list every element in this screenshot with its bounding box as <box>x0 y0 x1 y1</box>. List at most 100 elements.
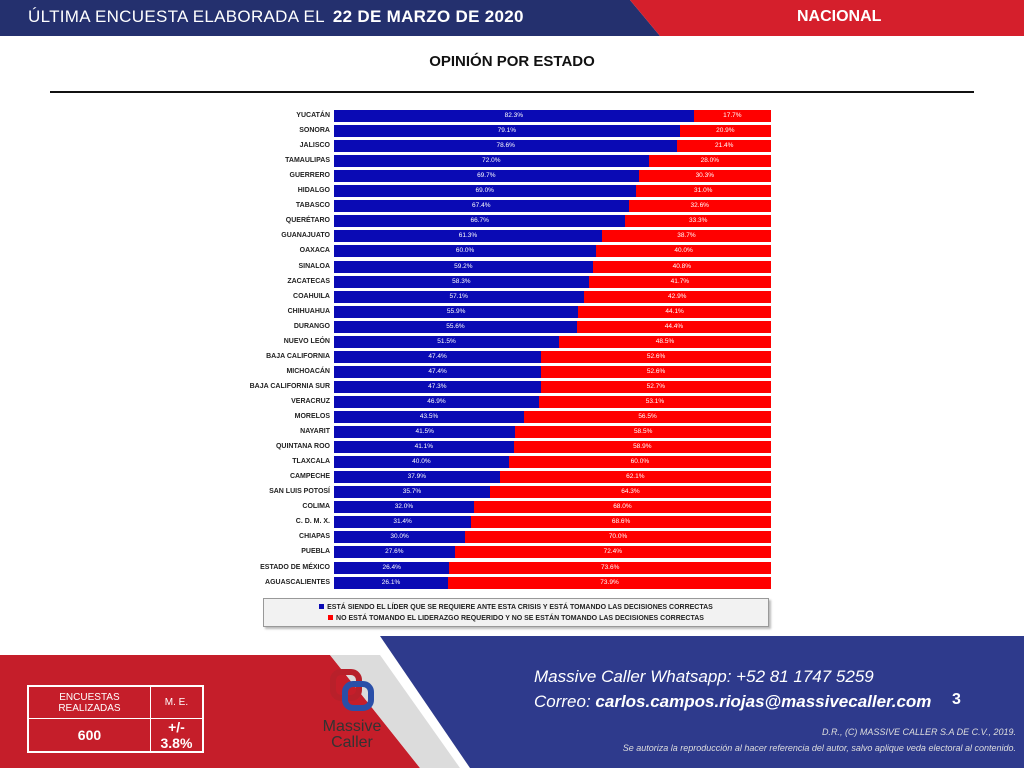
data-label: 52.6% <box>646 352 666 360</box>
surveys-value: 600 <box>28 718 151 752</box>
bar-disapprove <box>524 411 771 423</box>
bar-disapprove <box>638 170 771 183</box>
footer-blue-band <box>380 636 1024 768</box>
category-label: COLIMA <box>302 503 330 511</box>
data-label: 64.3% <box>621 488 640 496</box>
bar-approve <box>334 320 577 333</box>
header-band <box>0 0 660 36</box>
data-label: 40.0% <box>412 458 431 466</box>
data-label: 53.1% <box>645 397 665 405</box>
data-label: 26.4% <box>382 563 401 571</box>
bar-approve <box>334 215 626 228</box>
data-label: 82.3% <box>504 112 524 119</box>
category-label: HIDALGO <box>297 187 330 195</box>
bar-disapprove <box>625 215 771 228</box>
bar-approve <box>334 245 597 258</box>
data-label: 40.0% <box>674 247 693 255</box>
bar-disapprove <box>628 200 771 213</box>
category-label: QUERÉTARO <box>285 217 330 225</box>
data-label: 35.7% <box>402 488 422 496</box>
bar-approve <box>334 110 694 122</box>
bar-approve <box>334 395 539 408</box>
category-label: BAJA CALIFORNIA SUR <box>249 382 330 390</box>
data-label: 66.7% <box>470 217 489 225</box>
bar-approve <box>334 501 474 514</box>
data-label: 78.6% <box>496 142 515 150</box>
bar-disapprove <box>583 290 771 303</box>
data-label: 30.0% <box>390 533 409 541</box>
data-label: 58.9% <box>633 443 652 451</box>
data-label: 31.0% <box>694 187 713 195</box>
bar-approve <box>334 380 541 393</box>
region-label: NACIONAL <box>797 8 882 25</box>
bar-approve <box>334 140 678 153</box>
survey-date-prefix: ÚLTIMA ENCUESTA ELABORADA EL <box>28 7 325 26</box>
data-label: 47.4% <box>428 367 447 375</box>
email-contact: Correo: carlos.campos.riojas@massivecall… <box>534 692 931 712</box>
data-label: 51.5% <box>437 337 456 345</box>
data-label: 67.4% <box>472 202 491 210</box>
margin-error-label: M. E. <box>149 686 204 719</box>
data-label: 58.5% <box>633 428 653 436</box>
bar-approve <box>334 125 680 138</box>
data-label: 56.5% <box>638 413 657 420</box>
bar-approve <box>334 185 636 198</box>
category-label: GUERRERO <box>289 172 330 180</box>
survey-stats-table: ENCUESTAS REALIZADAS M. E. 600 +/- 3.8% <box>27 685 204 753</box>
bar-disapprove <box>596 245 771 258</box>
data-label: 38.7% <box>677 232 696 240</box>
data-label: 43.5% <box>419 413 439 420</box>
data-label: 48.5% <box>655 337 675 345</box>
email-label: Correo: <box>534 692 596 711</box>
logo-text: Massive Caller <box>322 718 382 751</box>
bar-approve <box>334 441 514 454</box>
category-label: NUEVO LEÓN <box>283 337 330 345</box>
legend-label: ESTÁ SIENDO EL LÍDER QUE SE REQUIERE ANT… <box>327 604 713 611</box>
bar-approve <box>334 426 516 439</box>
data-label: 37.9% <box>407 473 427 481</box>
survey-date-heading: ÚLTIMA ENCUESTA ELABORADA EL 22 DE MARZO … <box>28 7 524 27</box>
bar-disapprove <box>508 456 771 469</box>
bar-approve <box>334 561 450 574</box>
data-label: 79.1% <box>497 127 517 135</box>
bar-disapprove <box>499 471 771 484</box>
data-label: 40.8% <box>672 262 692 270</box>
data-label: 70.0% <box>608 533 628 541</box>
bar-disapprove <box>538 395 771 408</box>
data-label: 32.0% <box>394 503 414 511</box>
category-label: DURANGO <box>293 322 330 330</box>
data-label: 57.1% <box>449 292 468 300</box>
page-number: 3 <box>952 691 961 708</box>
bar-approve <box>334 305 579 318</box>
data-label: 60.0% <box>630 458 650 466</box>
bar-disapprove <box>648 155 771 168</box>
bar-disapprove <box>541 350 771 363</box>
bar-approve <box>334 155 649 168</box>
margin-error-value: +/- 3.8% <box>149 718 204 752</box>
bar-approve <box>334 290 584 303</box>
data-label: 44.1% <box>665 307 684 315</box>
email-link[interactable]: carlos.campos.riojas@massivecaller.com <box>595 692 932 711</box>
legend-swatch-blue <box>319 604 325 609</box>
bar-disapprove <box>588 275 771 288</box>
chart-legend: ESTÁ SIENDO EL LÍDER QUE SE REQUIERE ANT… <box>263 598 769 627</box>
title-divider <box>50 91 974 93</box>
bar-disapprove <box>541 365 771 378</box>
bar-disapprove <box>559 335 771 348</box>
data-label: 72.0% <box>482 157 501 165</box>
category-label: TABASCO <box>295 202 330 210</box>
surveys-label: ENCUESTAS REALIZADAS <box>28 686 151 719</box>
bar-disapprove <box>679 125 771 138</box>
category-label: OAXACA <box>299 247 330 255</box>
data-label: 41.1% <box>414 443 434 451</box>
reproduction-notice: Se autoriza la reproducción al hacer ref… <box>622 743 1016 753</box>
bar-disapprove <box>578 305 771 318</box>
data-label: 44.4% <box>664 322 684 330</box>
legend-item-disapprove: NO ESTÁ TOMANDO EL LIDERAZGO REQUERIDO Y… <box>264 613 768 624</box>
category-label: MICHOACÁN <box>286 367 330 375</box>
data-label: 60.0% <box>455 247 475 255</box>
bar-approve <box>334 411 525 423</box>
data-label: 21.4% <box>715 142 734 150</box>
logo-icon <box>330 669 374 711</box>
bar-approve <box>334 471 500 484</box>
